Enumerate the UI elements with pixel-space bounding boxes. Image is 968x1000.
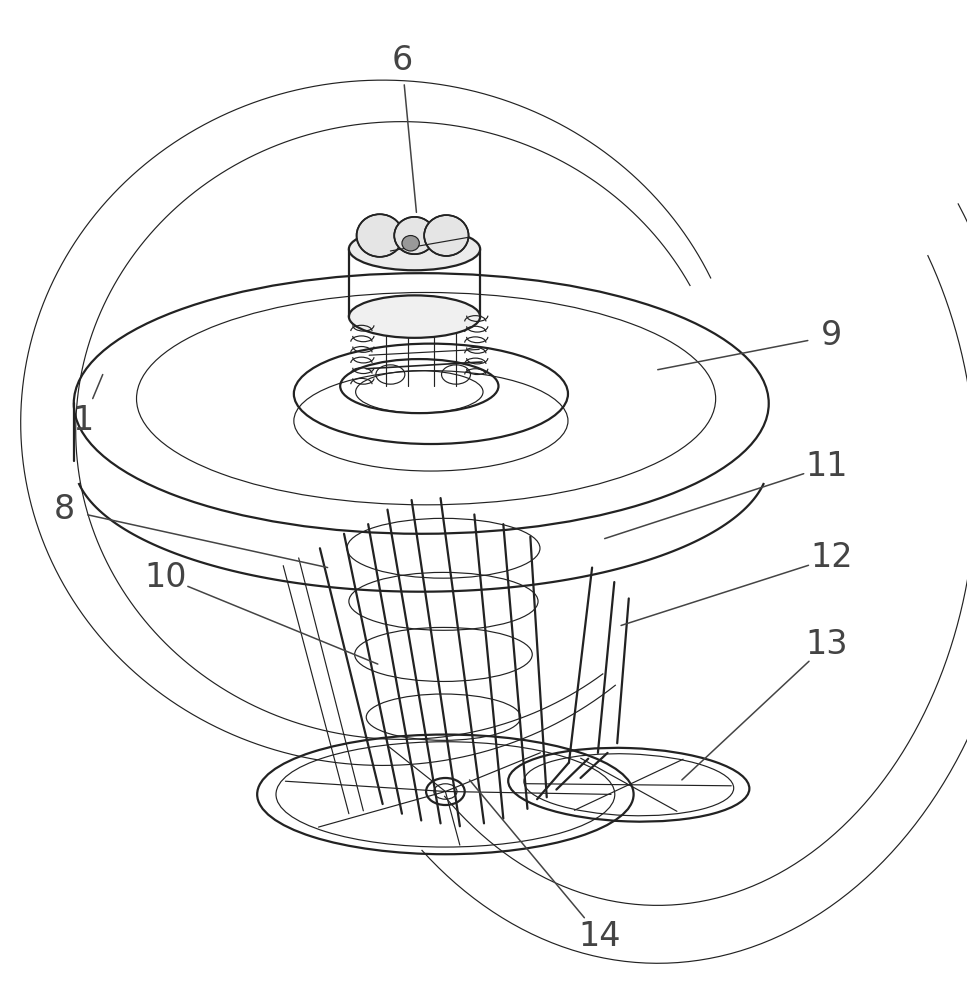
Text: 8: 8: [53, 493, 75, 526]
Text: 13: 13: [805, 628, 848, 661]
Ellipse shape: [402, 236, 419, 251]
Ellipse shape: [424, 215, 469, 256]
Ellipse shape: [348, 228, 480, 270]
Text: 12: 12: [810, 541, 853, 574]
Text: 10: 10: [144, 561, 187, 594]
Text: 9: 9: [821, 319, 842, 352]
Ellipse shape: [394, 217, 435, 254]
Text: 6: 6: [391, 44, 412, 77]
Ellipse shape: [348, 295, 480, 338]
Text: 1: 1: [73, 404, 94, 437]
Ellipse shape: [356, 214, 403, 257]
Text: 14: 14: [579, 920, 621, 953]
Text: 11: 11: [805, 450, 848, 483]
